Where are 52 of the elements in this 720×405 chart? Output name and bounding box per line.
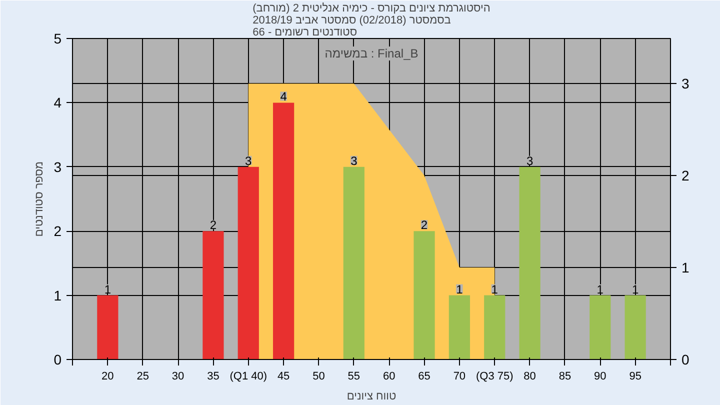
chart-title: היסטוגרמת ציונים בקורס - כימיה אנליטית 2 (מורחב) בסמסטר (02/2018) סמסטר אביב 2018/19 סטודנטים רשומים - 66	[252, 2, 490, 38]
x-tick-label: 70	[453, 370, 466, 382]
data-label: 1	[104, 282, 112, 296]
x-axis-title: טווח ציונים	[346, 390, 396, 402]
bar	[484, 295, 506, 360]
data-label: 4	[280, 90, 288, 104]
data-label: 3	[526, 154, 534, 168]
data-label: 3	[350, 154, 358, 168]
x-tick-label: 65	[418, 370, 430, 382]
y-tick-label: 4	[54, 94, 62, 111]
y-tick-label: 2	[54, 223, 62, 240]
x-tick-label: 35	[207, 370, 220, 382]
y2-tick-label: 0	[682, 352, 690, 368]
x-tick-label: 95	[629, 370, 642, 382]
x-tick-label: 90	[594, 370, 606, 382]
x-tick-label: 60	[382, 370, 396, 382]
x-tick-label: (Q1 40)	[230, 370, 268, 382]
x-tick-label: 45	[277, 370, 290, 382]
data-label: 1	[596, 282, 604, 296]
bar	[448, 295, 470, 360]
data-label: 2	[210, 218, 217, 232]
x-tick-label: 25	[136, 370, 149, 382]
bar	[238, 166, 259, 360]
data-label: 2	[420, 218, 428, 232]
annotation: במשימה : Final_B	[324, 46, 418, 60]
x-tick-label: (Q3 75)	[476, 370, 514, 382]
y-tick-label: 3	[54, 158, 62, 175]
x-tick-label: 30	[172, 370, 184, 382]
x-tick-label: 20	[102, 370, 114, 382]
bar	[273, 102, 294, 360]
y2-tick-label: 1	[682, 260, 690, 276]
data-label: 3	[245, 154, 252, 168]
y2-tick-label: 3	[682, 76, 690, 92]
bar	[590, 295, 611, 360]
x-tick-label: 55	[348, 370, 360, 382]
data-label: 1	[491, 282, 498, 296]
bar	[97, 295, 118, 360]
y-tick-label: 0	[54, 352, 62, 368]
y2-tick-label: 2	[682, 168, 690, 184]
bar	[343, 166, 364, 360]
bar	[414, 231, 435, 360]
bar	[519, 166, 540, 360]
y-tick-label: 1	[54, 287, 62, 304]
bar	[202, 231, 224, 360]
x-tick-label: 85	[558, 370, 572, 382]
data-label: 1	[456, 282, 464, 296]
data-label: 1	[632, 282, 639, 296]
x-tick-label: 80	[524, 370, 536, 382]
x-tick-label: 50	[312, 370, 325, 382]
y-axis-title: מספר סטודנטים	[34, 161, 46, 237]
y-tick-label: 5	[54, 30, 62, 46]
bar	[624, 295, 646, 360]
